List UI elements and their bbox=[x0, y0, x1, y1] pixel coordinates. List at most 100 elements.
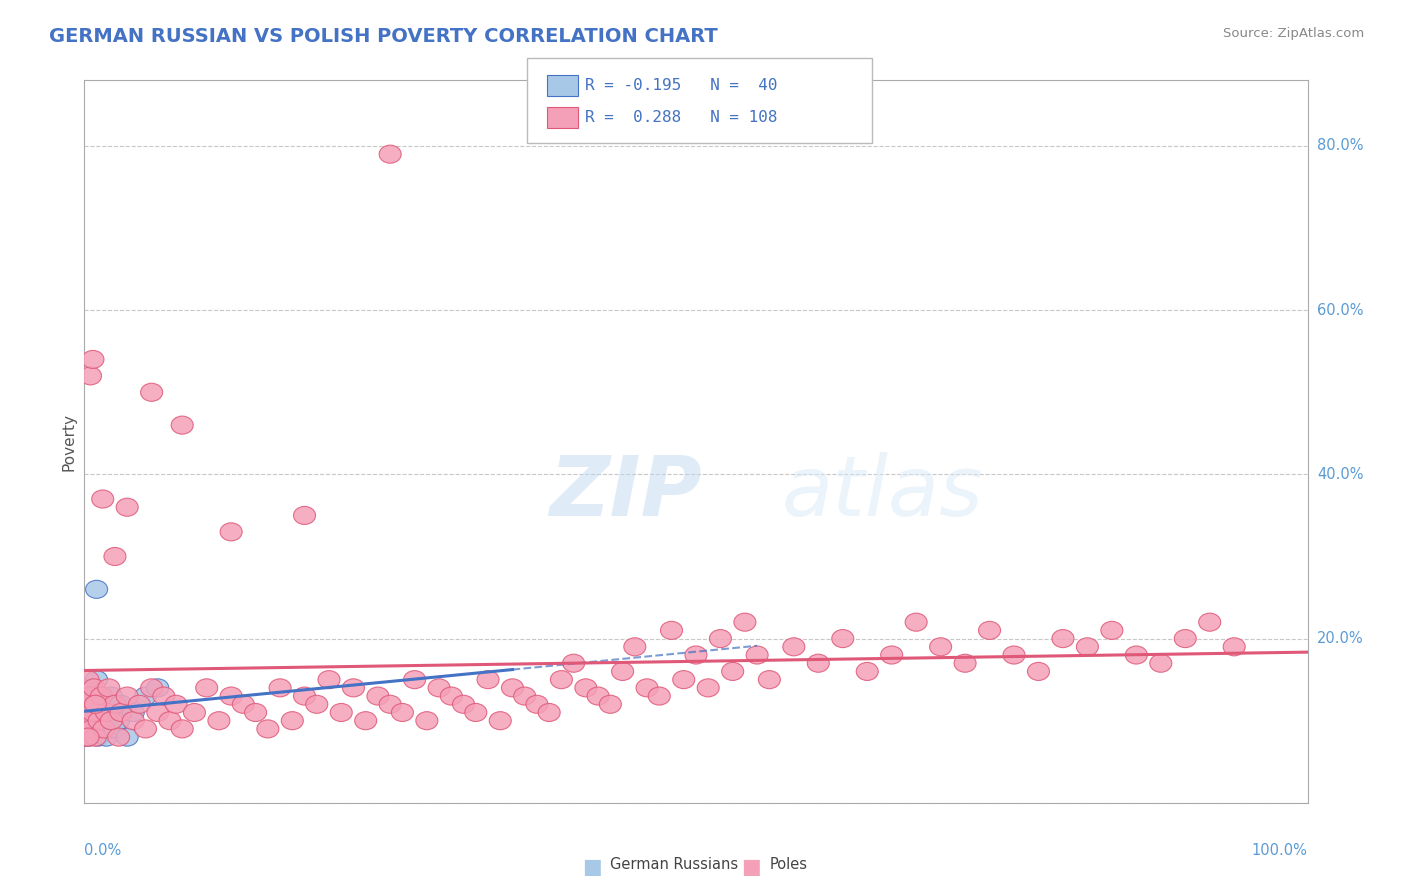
Ellipse shape bbox=[221, 687, 242, 705]
Ellipse shape bbox=[91, 695, 114, 714]
Ellipse shape bbox=[294, 687, 315, 705]
Ellipse shape bbox=[82, 704, 104, 722]
Ellipse shape bbox=[624, 638, 645, 656]
Ellipse shape bbox=[77, 720, 98, 738]
Ellipse shape bbox=[104, 548, 127, 566]
Text: R = -0.195   N =  40: R = -0.195 N = 40 bbox=[585, 78, 778, 93]
Ellipse shape bbox=[80, 720, 101, 738]
Text: German Russians: German Russians bbox=[610, 857, 738, 872]
Ellipse shape bbox=[77, 728, 98, 746]
Ellipse shape bbox=[117, 687, 138, 705]
Ellipse shape bbox=[477, 671, 499, 689]
Text: 40.0%: 40.0% bbox=[1317, 467, 1364, 482]
Ellipse shape bbox=[80, 720, 103, 738]
Ellipse shape bbox=[80, 712, 101, 730]
Ellipse shape bbox=[330, 704, 353, 722]
Ellipse shape bbox=[80, 712, 103, 730]
Ellipse shape bbox=[83, 679, 105, 697]
Ellipse shape bbox=[117, 499, 138, 516]
Ellipse shape bbox=[77, 671, 98, 689]
Ellipse shape bbox=[502, 679, 523, 697]
Ellipse shape bbox=[979, 622, 1001, 640]
Ellipse shape bbox=[91, 490, 114, 508]
Ellipse shape bbox=[710, 630, 731, 648]
Ellipse shape bbox=[440, 687, 463, 705]
Ellipse shape bbox=[465, 704, 486, 722]
Ellipse shape bbox=[183, 704, 205, 722]
Ellipse shape bbox=[110, 704, 132, 722]
Ellipse shape bbox=[86, 581, 108, 599]
Ellipse shape bbox=[84, 695, 107, 714]
Ellipse shape bbox=[104, 695, 127, 714]
Ellipse shape bbox=[90, 687, 112, 705]
Ellipse shape bbox=[108, 728, 129, 746]
Ellipse shape bbox=[416, 712, 437, 730]
Text: 80.0%: 80.0% bbox=[1317, 138, 1364, 153]
Text: 100.0%: 100.0% bbox=[1251, 843, 1308, 857]
Ellipse shape bbox=[172, 416, 193, 434]
Ellipse shape bbox=[93, 712, 115, 730]
Ellipse shape bbox=[929, 638, 952, 656]
Ellipse shape bbox=[90, 687, 112, 705]
Ellipse shape bbox=[141, 679, 163, 697]
Ellipse shape bbox=[281, 712, 304, 730]
Ellipse shape bbox=[783, 638, 804, 656]
Ellipse shape bbox=[82, 351, 104, 368]
Ellipse shape bbox=[832, 630, 853, 648]
Ellipse shape bbox=[159, 712, 181, 730]
Ellipse shape bbox=[98, 704, 120, 722]
Ellipse shape bbox=[880, 646, 903, 664]
Ellipse shape bbox=[294, 507, 315, 524]
Text: Source: ZipAtlas.com: Source: ZipAtlas.com bbox=[1223, 27, 1364, 40]
Ellipse shape bbox=[1150, 654, 1171, 673]
Ellipse shape bbox=[77, 695, 98, 714]
Ellipse shape bbox=[1028, 663, 1049, 681]
Ellipse shape bbox=[80, 367, 101, 384]
Ellipse shape bbox=[661, 622, 682, 640]
Ellipse shape bbox=[75, 695, 97, 714]
Ellipse shape bbox=[648, 687, 671, 705]
Text: 20.0%: 20.0% bbox=[1317, 632, 1364, 646]
Ellipse shape bbox=[721, 663, 744, 681]
Ellipse shape bbox=[1223, 638, 1246, 656]
Ellipse shape bbox=[588, 687, 609, 705]
Ellipse shape bbox=[489, 712, 512, 730]
Ellipse shape bbox=[80, 687, 103, 705]
Ellipse shape bbox=[82, 679, 104, 697]
Ellipse shape bbox=[380, 145, 401, 163]
Ellipse shape bbox=[98, 679, 120, 697]
Ellipse shape bbox=[685, 646, 707, 664]
Ellipse shape bbox=[1101, 622, 1123, 640]
Ellipse shape bbox=[1052, 630, 1074, 648]
Ellipse shape bbox=[404, 671, 426, 689]
Text: atlas: atlas bbox=[782, 451, 983, 533]
Ellipse shape bbox=[86, 671, 108, 689]
Text: ZIP: ZIP bbox=[550, 451, 702, 533]
Ellipse shape bbox=[318, 671, 340, 689]
Text: Poles: Poles bbox=[769, 857, 807, 872]
Ellipse shape bbox=[453, 695, 475, 714]
Ellipse shape bbox=[550, 671, 572, 689]
Y-axis label: Poverty: Poverty bbox=[60, 412, 76, 471]
Ellipse shape bbox=[221, 523, 242, 541]
Ellipse shape bbox=[83, 687, 105, 705]
Ellipse shape bbox=[100, 712, 122, 730]
Ellipse shape bbox=[208, 712, 231, 730]
Ellipse shape bbox=[110, 695, 132, 714]
Ellipse shape bbox=[122, 704, 145, 722]
Ellipse shape bbox=[165, 695, 187, 714]
Ellipse shape bbox=[135, 687, 156, 705]
Ellipse shape bbox=[80, 695, 101, 714]
Ellipse shape bbox=[86, 712, 108, 730]
Ellipse shape bbox=[856, 663, 879, 681]
Ellipse shape bbox=[76, 728, 98, 746]
Ellipse shape bbox=[354, 712, 377, 730]
Ellipse shape bbox=[905, 613, 927, 632]
Ellipse shape bbox=[807, 654, 830, 673]
Text: 0.0%: 0.0% bbox=[84, 843, 121, 857]
Ellipse shape bbox=[84, 728, 107, 746]
Ellipse shape bbox=[146, 679, 169, 697]
Ellipse shape bbox=[80, 679, 101, 697]
Ellipse shape bbox=[734, 613, 756, 632]
Ellipse shape bbox=[526, 695, 548, 714]
